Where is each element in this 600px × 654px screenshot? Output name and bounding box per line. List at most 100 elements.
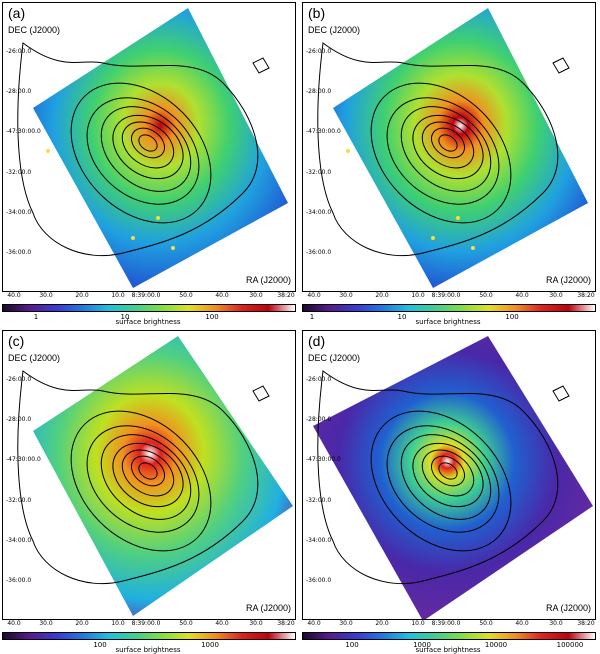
dec-axis-label: DEC (J2000) <box>8 353 61 363</box>
image-map <box>313 336 593 619</box>
y-tick: -47:30:00.0 <box>306 456 341 463</box>
x-tick: 20.0 <box>75 620 89 627</box>
map-frame: (a) DEC (J2000) RA (J2000) -26:00.0 -28:… <box>2 2 296 292</box>
x-tick: 40.0 <box>515 292 529 299</box>
x-tick: 8:39:00.0 <box>131 620 161 627</box>
x-tick: 8:39:00.0 <box>431 620 461 627</box>
panel-a: (a) DEC (J2000) RA (J2000) -26:00.0 -28:… <box>0 0 296 326</box>
ra-axis-label: RA (J2000) <box>245 275 291 285</box>
y-tick: -47:30:00.0 <box>306 128 341 135</box>
y-tick: -28:00.0 <box>306 416 332 423</box>
y-tick: -36:00.0 <box>6 249 32 256</box>
x-tick: 50.0 <box>179 292 193 299</box>
rotated-image <box>33 8 288 288</box>
y-tick: -36:00.0 <box>6 577 32 584</box>
contours <box>17 42 270 257</box>
y-tick: -32:00.0 <box>306 169 332 176</box>
contours <box>317 42 570 257</box>
ra-axis-label: RA (J2000) <box>245 603 291 613</box>
x-tick: 50.0 <box>479 620 493 627</box>
colorbar-title: surface brightness <box>415 318 481 326</box>
x-tick: 30.0 <box>249 620 263 627</box>
x-tick: 30.0 <box>549 292 563 299</box>
colorbar <box>2 304 296 312</box>
y-tick: -47:30:00.0 <box>6 128 41 135</box>
colorbar-tick: 100 <box>505 313 519 321</box>
y-tick: -32:00.0 <box>6 169 32 176</box>
x-tick: 8:39:00.0 <box>431 292 461 299</box>
x-tick: 40.0 <box>215 292 229 299</box>
x-tick: 10.0 <box>111 620 125 627</box>
y-tick: -32:00.0 <box>306 497 332 504</box>
y-tick: -34:00.0 <box>306 209 332 216</box>
colorbar-tick: 10000 <box>484 641 508 649</box>
x-tick: 30.0 <box>549 620 563 627</box>
map-frame: (b) DEC (J2000) RA (J2000) -26:00.0 -28:… <box>302 2 596 292</box>
contours <box>17 370 270 585</box>
x-tick: 40.0 <box>515 620 529 627</box>
y-tick: -28:00.0 <box>306 88 332 95</box>
x-tick: 30.0 <box>249 292 263 299</box>
y-tick: -47:30:00.0 <box>6 456 41 463</box>
x-tick: 10.0 <box>111 292 125 299</box>
x-tick: 30.0 <box>339 292 353 299</box>
colorbar-tick: 1 <box>33 313 39 321</box>
image-map <box>17 8 288 288</box>
y-tick: -26:00.0 <box>306 376 332 383</box>
x-tick: 40.0 <box>307 620 321 627</box>
x-tick: 38:20 <box>577 292 595 299</box>
panel-c: (c) DEC (J2000) RA (J2000) -26:00.0 -28:… <box>0 328 296 654</box>
colorbar <box>2 632 296 640</box>
x-tick: 30.0 <box>39 292 53 299</box>
y-tick: -26:00.0 <box>6 376 32 383</box>
panel-label: (a) <box>8 5 26 21</box>
x-tick: 20.0 <box>375 292 389 299</box>
dec-axis-label: DEC (J2000) <box>8 25 61 35</box>
rotated-image <box>333 8 588 288</box>
y-tick: -34:00.0 <box>6 209 32 216</box>
dec-axis-label: DEC (J2000) <box>308 25 361 35</box>
x-tick: 50.0 <box>479 292 493 299</box>
panel-label: (d) <box>308 333 326 349</box>
colorbar-tick: 100 <box>93 641 107 649</box>
y-tick: -34:00.0 <box>6 537 32 544</box>
dec-axis-label: DEC (J2000) <box>308 353 361 363</box>
colorbar-title: surface brightness <box>115 318 181 326</box>
colorbar-tick: 1000 <box>201 641 219 649</box>
panel-d: (d) DEC (J2000) RA (J2000) -26:00.0 -28:… <box>300 328 596 654</box>
contours <box>317 370 570 585</box>
x-tick: 50.0 <box>179 620 193 627</box>
y-tick: -26:00.0 <box>306 48 332 55</box>
x-tick: 10.0 <box>411 292 425 299</box>
y-tick: -34:00.0 <box>306 537 332 544</box>
ra-axis-label: RA (J2000) <box>545 275 591 285</box>
image-map <box>17 336 293 616</box>
y-tick: -36:00.0 <box>306 577 332 584</box>
colorbar <box>302 304 596 312</box>
y-tick: -28:00.0 <box>6 416 32 423</box>
image-map <box>317 8 588 288</box>
colorbar-tick: 100000 <box>556 641 584 649</box>
colorbar-tick: 10 <box>120 313 130 321</box>
colorbar-tick: 1000 <box>413 641 431 649</box>
colorbar-title: surface brightness <box>115 646 181 654</box>
x-tick: 20.0 <box>75 292 89 299</box>
x-tick: 38:20 <box>277 620 295 627</box>
rotated-image <box>313 336 593 619</box>
x-tick: 40.0 <box>7 292 21 299</box>
x-tick: 20.0 <box>375 620 389 627</box>
panel-label: (b) <box>308 5 326 21</box>
rotated-image <box>33 336 293 616</box>
y-tick: -32:00.0 <box>6 497 32 504</box>
x-tick: 8:39:00.0 <box>131 292 161 299</box>
x-tick: 40.0 <box>7 620 21 627</box>
ra-axis-label: RA (J2000) <box>545 603 591 613</box>
y-tick: -36:00.0 <box>306 249 332 256</box>
x-tick: 38:20 <box>577 620 595 627</box>
y-tick: -28:00.0 <box>6 88 32 95</box>
colorbar-tick: 100 <box>205 313 219 321</box>
x-tick: 40.0 <box>215 620 229 627</box>
x-tick: 10.0 <box>411 620 425 627</box>
colorbar <box>302 632 596 640</box>
colorbar-tick: 1 <box>309 313 315 321</box>
